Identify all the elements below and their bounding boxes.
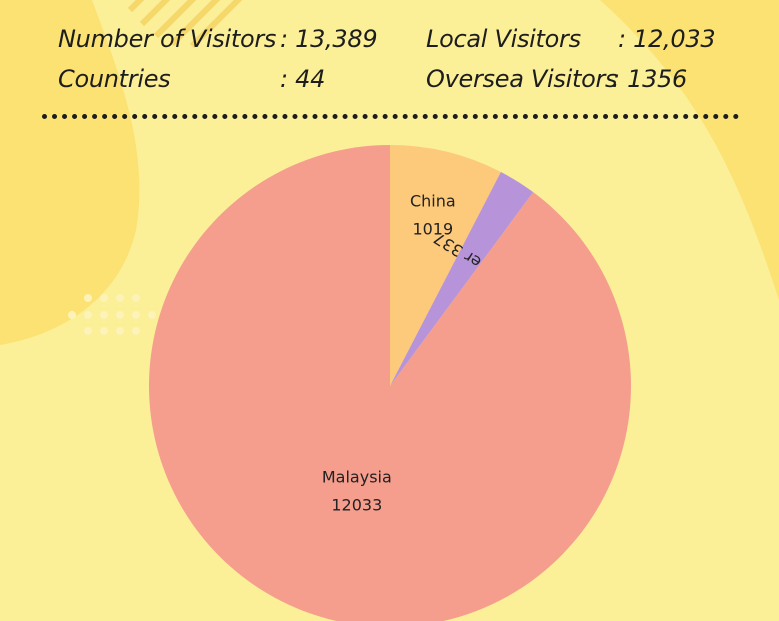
right-blob — [600, 0, 779, 300]
pie-slice-malaysia — [149, 145, 631, 621]
pie-label-malaysia: Malaysia 12033 — [322, 468, 392, 515]
countries-label: Countries — [58, 65, 171, 93]
local-visitors-label: Local Visitors — [426, 25, 581, 53]
dot-grid — [68, 294, 156, 335]
dotted-divider — [42, 114, 739, 119]
visitors-label: Number of Visitors — [58, 25, 277, 53]
local-visitors-value: : 12,033 — [618, 25, 716, 53]
countries-value: : 44 — [280, 65, 326, 93]
oversea-visitors-label: Oversea Visitors — [426, 65, 618, 93]
oversea-visitors-value: : 1356 — [612, 65, 687, 93]
hatched-circle — [127, 0, 243, 49]
pie-slice-other — [390, 172, 534, 386]
left-blob — [0, 0, 140, 345]
pie-slice-china — [390, 145, 501, 386]
visitors-value: : 13,389 — [280, 25, 378, 53]
visitor-stats: Number of Visitors : 13,389 Countries : … — [0, 0, 779, 110]
pie-label-china: China 1019 — [410, 191, 456, 238]
